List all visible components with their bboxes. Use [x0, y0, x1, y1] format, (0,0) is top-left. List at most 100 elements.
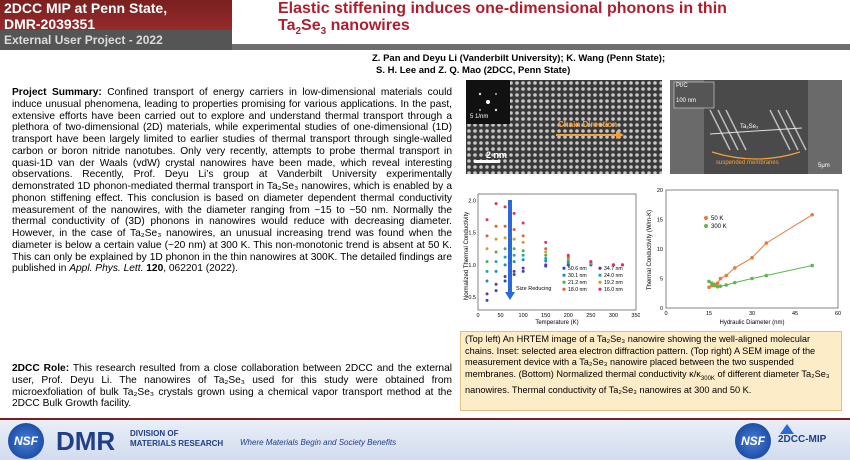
authors: Z. Pan and Deyu Li (Vanderbilt Universit… — [372, 53, 666, 76]
y-tick-label: 20 — [657, 188, 663, 194]
x-tick-label: 200 — [564, 313, 573, 319]
data-point — [715, 281, 720, 286]
data-point — [503, 247, 507, 251]
y-axis-label: Thermal Conductivity (W/m-K) — [647, 210, 653, 290]
data-point — [521, 221, 525, 225]
header-line1: 2DCC MIP at Penn State, — [4, 0, 168, 16]
legend-marker — [562, 287, 566, 291]
data-point — [544, 240, 548, 244]
data-point — [512, 247, 516, 251]
legend-label: 30.1 nm — [568, 273, 587, 279]
x-axis-label: Hydraulic Diameter (nm) — [719, 320, 784, 326]
data-point — [503, 205, 507, 209]
x-tick-label: 45 — [792, 311, 798, 317]
data-point — [503, 255, 507, 259]
data-point — [724, 273, 728, 278]
dcc-role: 2DCC Role: This research resulted from a… — [12, 363, 452, 410]
data-point — [764, 273, 769, 278]
dmr-logo: DMR — [56, 426, 116, 456]
data-point — [544, 256, 548, 260]
data-point — [485, 234, 489, 238]
data-point — [718, 284, 723, 288]
data-point — [712, 283, 717, 288]
x-tick-label: 150 — [541, 313, 550, 319]
x-tick-label: 0 — [476, 313, 479, 319]
data-point — [494, 282, 498, 286]
y-tick-label: 10 — [657, 247, 663, 253]
scale-5um: 5μm — [818, 163, 830, 169]
x-tick-label: 250 — [586, 313, 595, 319]
y-axis-label: Normalized Thermal Conductivity — [464, 212, 470, 300]
data-point — [494, 269, 498, 273]
data-point — [485, 292, 489, 296]
data-point — [620, 263, 624, 267]
data-point — [707, 279, 711, 284]
data-point — [485, 247, 489, 251]
legend-marker — [562, 280, 566, 284]
size-reducing-label: Size Reducing — [516, 286, 551, 292]
data-point — [485, 218, 489, 222]
x-tick-label: 50 — [498, 313, 504, 319]
data-point — [544, 247, 548, 251]
data-point — [750, 256, 754, 260]
data-point — [544, 259, 548, 263]
legend-marker — [598, 266, 602, 270]
legend-label: 24.0 nm — [604, 273, 623, 279]
hrtem-image: 5 1/nm Chain Direction 2 nm — [466, 80, 662, 174]
data-point — [494, 202, 498, 206]
data-point — [544, 253, 548, 257]
legend-marker — [598, 287, 602, 291]
x-tick-label: 0 — [664, 311, 667, 317]
data-point — [512, 211, 516, 215]
data-point — [512, 227, 516, 231]
ta2se3-label: Ta₂Se₃ — [740, 124, 759, 130]
data-point — [512, 253, 516, 257]
data-point — [544, 263, 548, 267]
page-title: Elastic stiffening induces one-dimension… — [278, 0, 727, 38]
arrow-head — [505, 292, 515, 300]
data-point — [521, 234, 525, 238]
y-tick-label: 0.5 — [468, 295, 476, 301]
data-point — [503, 263, 507, 267]
legend-label: 50.6 nm — [568, 266, 587, 272]
legend-marker — [562, 273, 566, 277]
x-tick-label: 300 — [609, 313, 618, 319]
data-point — [503, 279, 507, 283]
x-tick-label: 350 — [631, 313, 640, 319]
data-point — [707, 285, 711, 290]
legend-marker — [598, 280, 602, 284]
normalized-conductivity-chart: Normalized Thermal Conductivity Temperat… — [464, 193, 640, 326]
footer: NSF DMR DIVISION OF MATERIALS RESEARCH W… — [0, 418, 850, 460]
data-point — [810, 263, 814, 268]
data-point — [494, 250, 498, 254]
data-point — [485, 298, 489, 302]
data-point — [512, 237, 516, 241]
project-summary: Project Summary: Confined transport of e… — [12, 87, 452, 275]
data-point — [521, 249, 525, 253]
data-point — [494, 289, 498, 293]
data-point — [611, 263, 615, 267]
header-line2: DMR-2039351 — [4, 16, 96, 32]
nsf-logo: NSF — [8, 423, 44, 459]
data-point — [521, 253, 525, 257]
data-point — [485, 260, 489, 264]
data-point — [485, 269, 489, 273]
y-tick-label: 2.0 — [468, 198, 476, 204]
y-tick-label: 1.5 — [468, 231, 476, 237]
y-tick-label: 15 — [657, 218, 663, 224]
diffraction-scale: 5 1/nm — [470, 114, 489, 120]
legend-marker — [704, 224, 708, 228]
x-axis-label: Temperature (K) — [535, 320, 578, 326]
data-point — [494, 224, 498, 228]
data-point — [521, 269, 525, 273]
data-point — [544, 250, 548, 254]
legend-label: 34.7 nm — [604, 266, 623, 272]
data-point — [485, 279, 489, 283]
legend-label: 21.2 nm — [568, 280, 587, 286]
legend-marker — [562, 266, 566, 270]
data-point — [733, 280, 737, 285]
legend-marker — [704, 216, 708, 220]
legend-label: 50 K — [711, 216, 723, 222]
data-point — [810, 212, 814, 217]
legend-label: 18.0 nm — [568, 287, 587, 293]
